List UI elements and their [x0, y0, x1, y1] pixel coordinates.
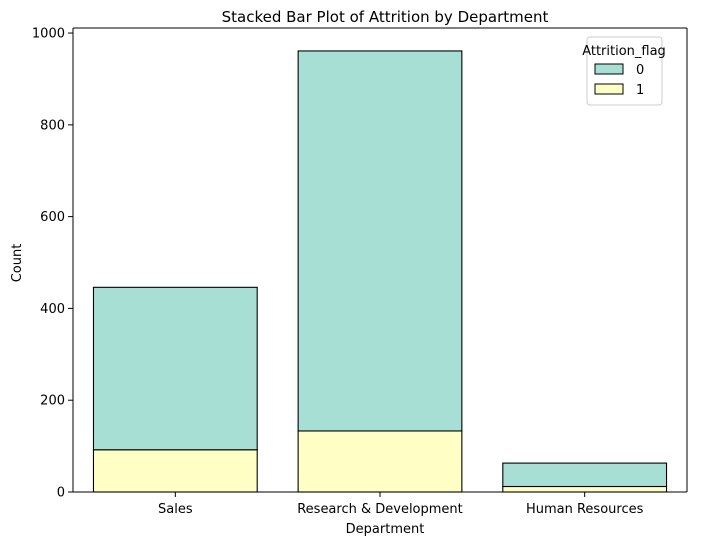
- y-tick-label: 400: [40, 302, 65, 317]
- y-tick-label: 800: [40, 118, 65, 133]
- y-tick-label: 600: [40, 210, 65, 225]
- bar: [297, 430, 463, 493]
- legend-title: Attrition_flag: [582, 44, 666, 59]
- bar: [502, 485, 668, 493]
- legend-entries: 01: [594, 63, 644, 98]
- bar: [297, 50, 463, 432]
- y-tick-label: 200: [40, 394, 65, 409]
- plot-area: 0 200 400 600 800 1000 Sales Research & Develop…: [32, 27, 688, 517]
- x-tick-label: Research & Development: [297, 502, 463, 517]
- bar: [502, 462, 668, 488]
- x-axis-label: Department: [346, 522, 425, 537]
- legend-swatch: [594, 83, 624, 95]
- y-axis-label: Count: [10, 244, 25, 283]
- legend-label: 0: [636, 63, 644, 78]
- bar: [92, 286, 258, 451]
- legend: Attrition_flag 01: [582, 36, 666, 106]
- legend-swatch: [594, 63, 624, 75]
- chart-title: Stacked Bar Plot of Attrition by Departm…: [222, 8, 549, 26]
- x-tick-label: Sales: [158, 502, 193, 517]
- legend-label: 1: [636, 83, 644, 98]
- bar: [92, 449, 258, 493]
- y-tick-label: 0: [57, 486, 65, 501]
- x-tick-label: Human Resources: [526, 502, 644, 517]
- y-tick-label: 1000: [32, 27, 65, 42]
